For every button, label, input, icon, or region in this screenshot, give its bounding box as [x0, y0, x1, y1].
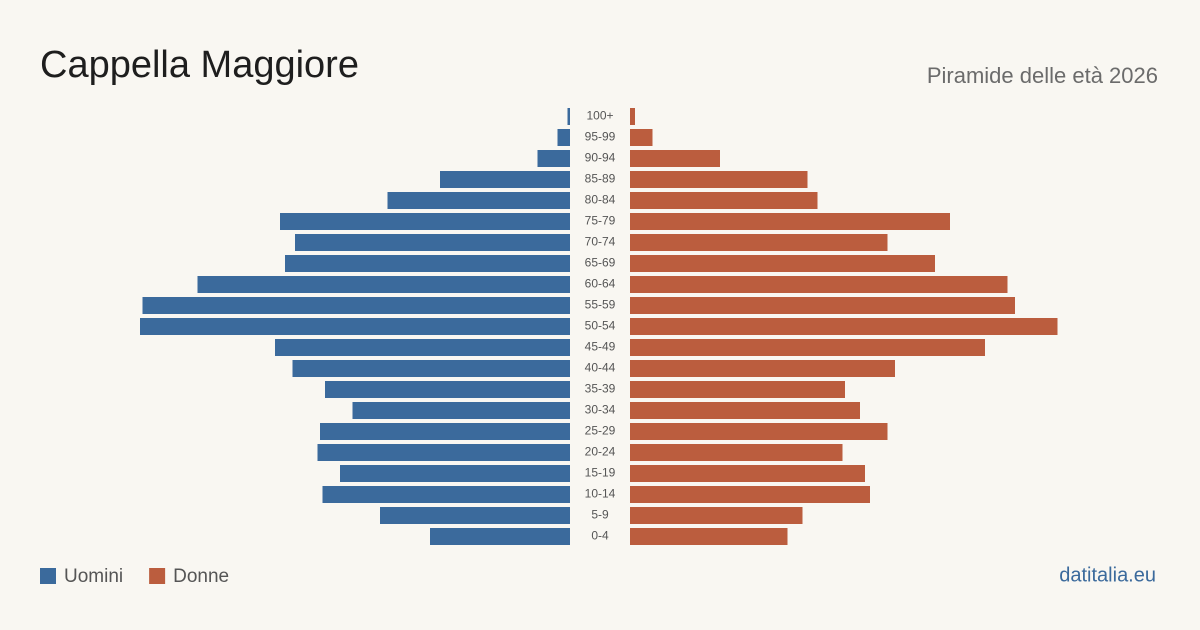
bar — [292, 360, 570, 377]
bar — [387, 192, 570, 209]
bar — [630, 444, 843, 461]
bar — [275, 339, 570, 356]
age-label: 45-49 — [585, 340, 616, 354]
bar — [317, 444, 570, 461]
bar — [430, 528, 570, 545]
bar — [322, 486, 570, 503]
bar — [440, 171, 570, 188]
chart-subtitle: Piramide delle età 2026 — [927, 63, 1158, 88]
age-label: 50-54 — [585, 319, 616, 333]
bar — [140, 318, 570, 335]
age-label: 80-84 — [585, 193, 616, 207]
legend-label: Donne — [173, 566, 229, 587]
bar — [295, 234, 570, 251]
bar — [630, 213, 950, 230]
bar — [325, 381, 570, 398]
legend-swatch — [40, 568, 56, 584]
bar — [630, 465, 865, 482]
bar — [630, 318, 1058, 335]
age-label: 30-34 — [585, 403, 616, 417]
bar — [285, 255, 570, 272]
age-label: 65-69 — [585, 256, 616, 270]
bar — [630, 339, 985, 356]
age-label: 15-19 — [585, 466, 616, 480]
age-label: 95-99 — [585, 130, 616, 144]
bar — [630, 108, 635, 125]
age-label: 40-44 — [585, 361, 616, 375]
legend-label: Uomini — [64, 566, 123, 587]
bar — [197, 276, 570, 293]
age-label: 75-79 — [585, 214, 616, 228]
bar — [557, 129, 570, 146]
age-label: 20-24 — [585, 445, 616, 459]
bar — [630, 234, 888, 251]
legend-swatch — [149, 568, 166, 584]
bar — [320, 423, 570, 440]
bar — [630, 402, 860, 419]
bar — [630, 129, 653, 146]
bar — [142, 297, 570, 314]
age-label: 90-94 — [585, 151, 616, 165]
bar — [630, 528, 788, 545]
age-label: 0-4 — [591, 529, 609, 543]
bar — [630, 423, 888, 440]
age-label: 70-74 — [585, 235, 616, 249]
bar — [630, 297, 1015, 314]
bar — [630, 381, 845, 398]
bar — [630, 507, 803, 524]
bar — [537, 150, 570, 167]
age-label: 60-64 — [585, 277, 616, 291]
age-label: 5-9 — [591, 508, 609, 522]
bar — [630, 360, 895, 377]
source: datitalia.eu — [1059, 564, 1156, 586]
bar — [630, 486, 870, 503]
bar — [380, 507, 570, 524]
age-label: 25-29 — [585, 424, 616, 438]
bar — [352, 402, 570, 419]
age-label: 10-14 — [585, 487, 616, 501]
chart-title: Cappella Maggiore — [40, 44, 359, 86]
age-label: 35-39 — [585, 382, 616, 396]
bar — [340, 465, 570, 482]
bar — [630, 192, 818, 209]
age-label: 100+ — [586, 109, 613, 123]
bar — [630, 150, 720, 167]
bar — [630, 276, 1008, 293]
age-label: 85-89 — [585, 172, 616, 186]
bar — [630, 171, 808, 188]
age-label: 55-59 — [585, 298, 616, 312]
bar — [280, 213, 570, 230]
bar — [567, 108, 570, 125]
bar — [630, 255, 935, 272]
